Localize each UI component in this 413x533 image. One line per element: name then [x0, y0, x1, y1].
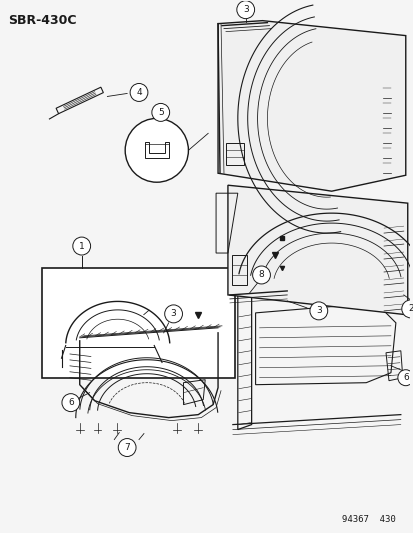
Text: 5: 5	[157, 108, 163, 117]
Polygon shape	[228, 185, 407, 315]
Text: SBR-430C: SBR-430C	[9, 14, 77, 27]
Text: 6: 6	[68, 398, 74, 407]
Text: 8: 8	[258, 270, 264, 279]
Circle shape	[62, 394, 80, 411]
Circle shape	[118, 439, 136, 456]
Circle shape	[130, 84, 147, 101]
Circle shape	[164, 305, 182, 323]
Text: 94367  430: 94367 430	[341, 515, 395, 524]
Circle shape	[73, 237, 90, 255]
Text: 3: 3	[170, 309, 176, 318]
FancyBboxPatch shape	[42, 268, 234, 378]
Text: 3: 3	[315, 306, 321, 316]
Polygon shape	[218, 21, 405, 191]
Circle shape	[236, 1, 254, 19]
Circle shape	[309, 302, 327, 320]
Text: 4: 4	[136, 88, 142, 97]
Circle shape	[252, 266, 270, 284]
Text: 2: 2	[407, 304, 413, 313]
Circle shape	[401, 300, 413, 318]
Circle shape	[125, 118, 188, 182]
Text: 1: 1	[78, 241, 84, 251]
Circle shape	[397, 370, 413, 386]
Circle shape	[152, 103, 169, 122]
Text: 3: 3	[242, 5, 248, 14]
Text: 6: 6	[402, 373, 408, 382]
Text: 7: 7	[124, 443, 130, 452]
